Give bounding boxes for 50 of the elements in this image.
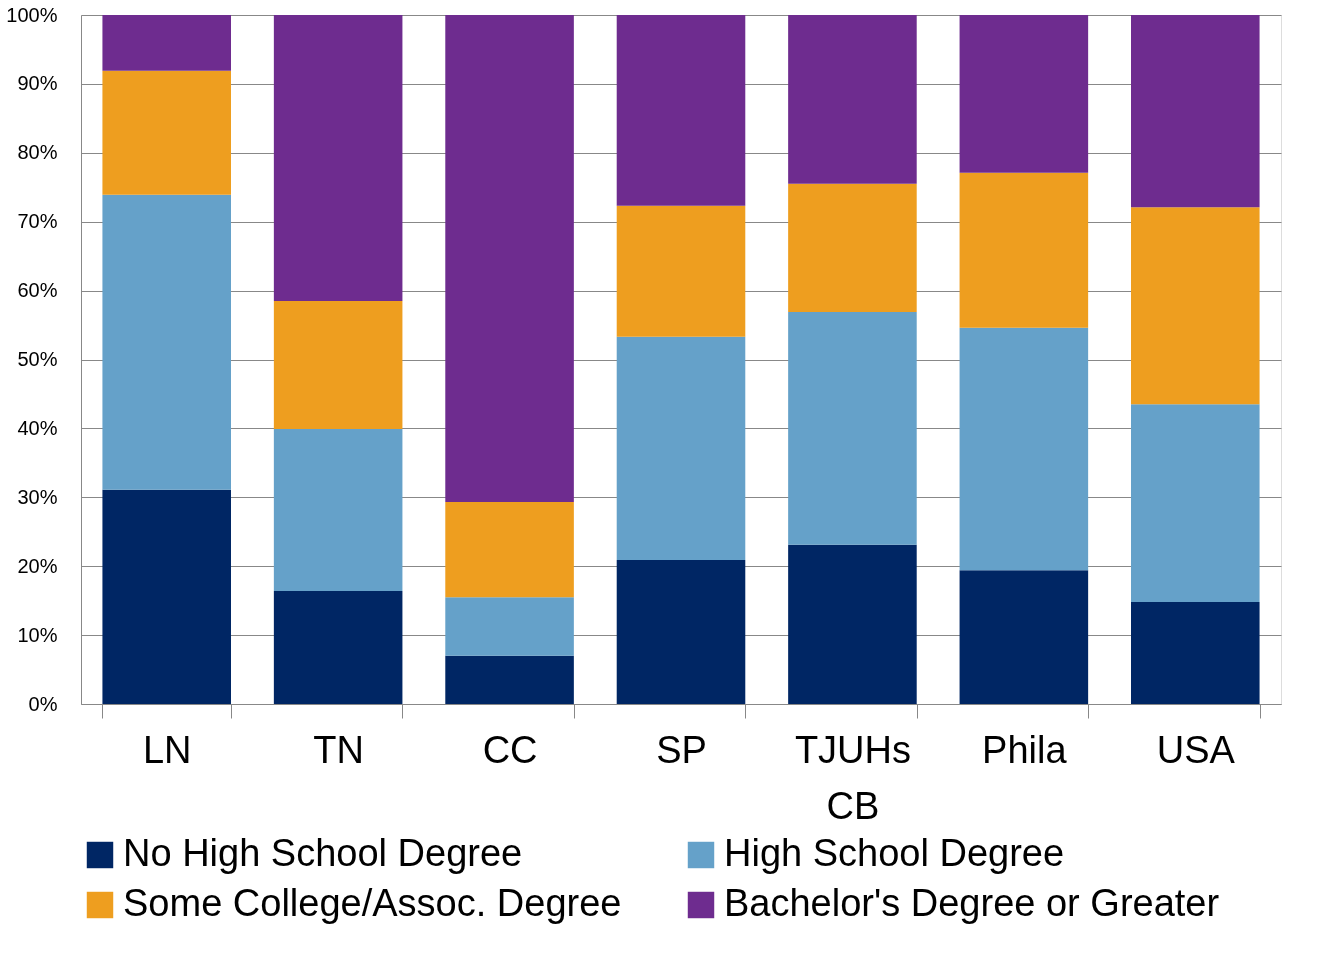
bar	[445, 597, 574, 656]
bar	[273, 15, 403, 301]
y-tick-label: 10%	[17, 623, 58, 646]
legend-label: Bachelor's Degree or Greater	[724, 882, 1220, 924]
y-tick-label: 100%	[6, 3, 58, 26]
bar	[445, 655, 574, 704]
bar	[959, 172, 1089, 328]
bar	[788, 544, 917, 704]
bar	[1131, 404, 1260, 603]
bar	[102, 489, 231, 704]
y-tick-label: 90%	[17, 72, 58, 95]
y-tick-label: 0%	[28, 692, 58, 715]
bar	[959, 570, 1089, 704]
bar	[273, 591, 403, 704]
x-tick-label: SP	[656, 728, 707, 771]
bar	[102, 70, 231, 195]
legend-label: High School Degree	[724, 832, 1065, 874]
bar	[1131, 15, 1260, 208]
x-tick-label: LN	[142, 728, 192, 771]
bar	[616, 205, 746, 337]
y-tick-label: 60%	[17, 279, 58, 302]
bar	[102, 15, 231, 71]
bar	[959, 15, 1089, 173]
bar	[1131, 207, 1260, 405]
y-tick-label: 30%	[17, 485, 58, 508]
y-tick-label: 20%	[17, 554, 58, 577]
bar	[788, 183, 917, 312]
y-tick-label: 80%	[17, 141, 58, 164]
bar	[788, 311, 917, 545]
bar	[1131, 602, 1260, 704]
bar	[616, 336, 746, 560]
bar	[273, 300, 403, 430]
bar	[273, 429, 403, 591]
x-tick-label: CC	[482, 728, 538, 771]
y-tick-label: 40%	[17, 416, 58, 439]
y-tick-label: 50%	[17, 348, 58, 370]
bar	[788, 15, 917, 184]
bar	[102, 194, 231, 490]
bar	[445, 502, 574, 598]
x-tick-label: USA	[1156, 728, 1236, 771]
bar	[616, 560, 746, 704]
bar	[616, 15, 746, 206]
x-tick-label: TN	[313, 728, 364, 771]
bar	[445, 15, 574, 503]
bar	[959, 327, 1089, 571]
y-tick-label: 70%	[17, 210, 58, 233]
legend-label: No High School Degree	[123, 832, 523, 874]
x-tick-label: Phila	[982, 728, 1068, 771]
legend-label: Some College/Assoc. Degree	[123, 882, 622, 924]
x-tick-label: TJUHs CB	[794, 728, 911, 827]
